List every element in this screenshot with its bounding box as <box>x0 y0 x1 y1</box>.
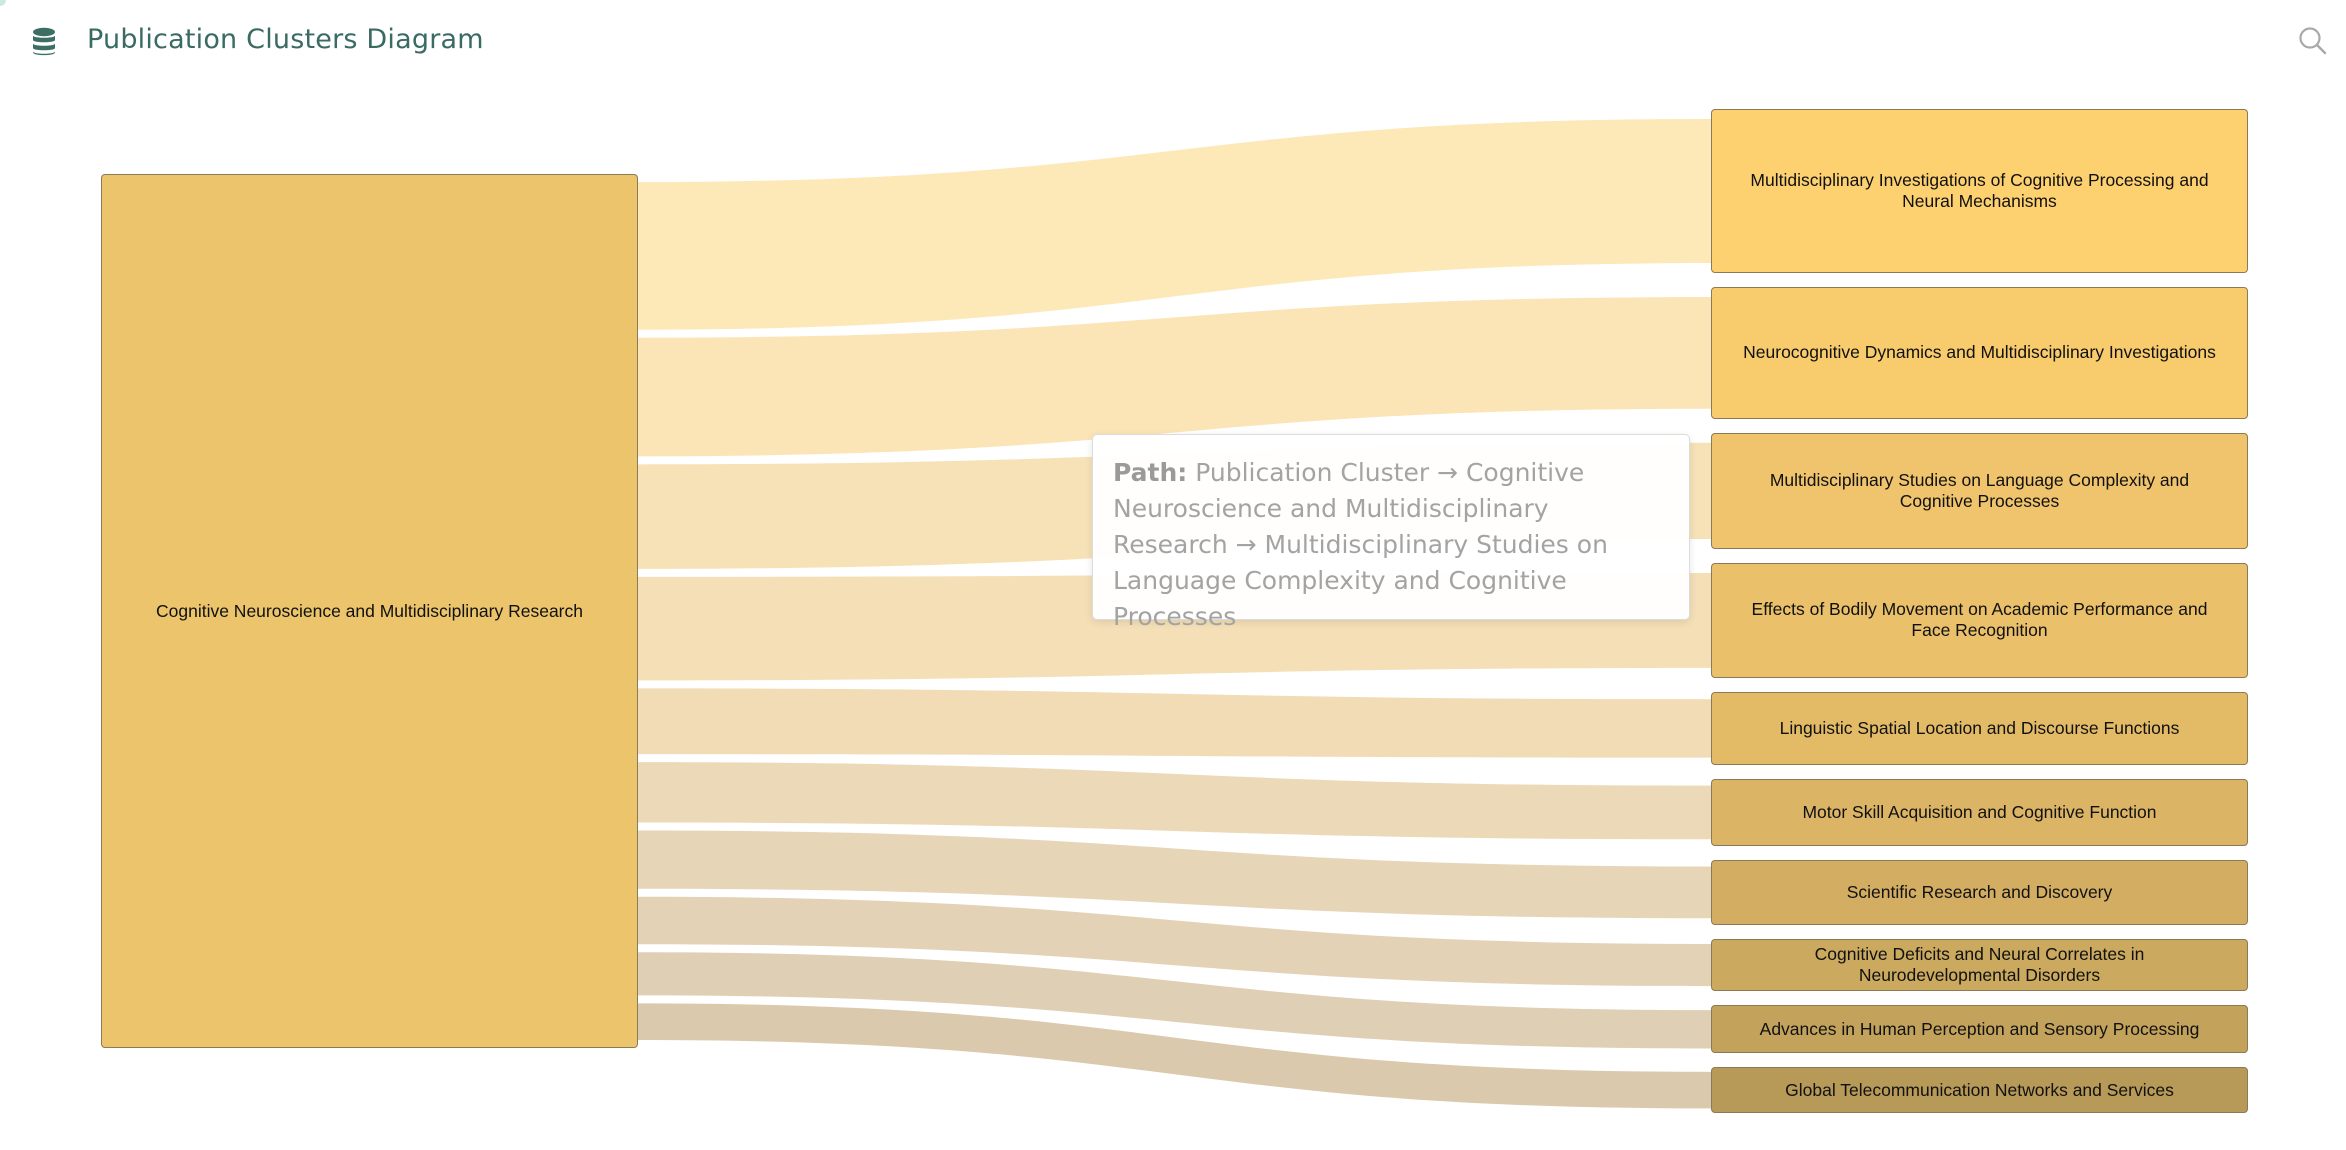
page-title: Publication Clusters Diagram <box>87 24 484 55</box>
sankey-link[interactable] <box>638 119 1711 330</box>
sankey-link[interactable] <box>638 952 1711 1049</box>
sankey-link[interactable] <box>638 297 1711 457</box>
target-node[interactable]: Multidisciplinary Investigations of Cogn… <box>1711 109 2248 274</box>
sankey-link[interactable] <box>638 896 1711 987</box>
target-node[interactable]: Multidisciplinary Studies on Language Co… <box>1711 432 2248 549</box>
target-node[interactable]: Advances in Human Perception and Sensory… <box>1711 1005 2248 1054</box>
database-icon <box>33 27 55 56</box>
target-node[interactable]: Motor Skill Acquisition and Cognitive Fu… <box>1711 778 2248 846</box>
target-node[interactable]: Effects of Bodily Movement on Academic P… <box>1711 562 2248 678</box>
sankey-link[interactable] <box>638 762 1711 840</box>
header: Publication Clusters Diagram <box>0 0 2346 82</box>
target-node[interactable]: Linguistic Spatial Location and Discours… <box>1711 691 2248 765</box>
sankey-link[interactable] <box>638 688 1711 758</box>
corner-accent <box>0 0 6 6</box>
source-node[interactable]: Cognitive Neuroscience and Multidiscipli… <box>101 174 638 1048</box>
search-icon[interactable] <box>2296 24 2330 58</box>
target-node[interactable]: Scientific Research and Discovery <box>1711 860 2248 925</box>
path-tooltip: Path: Publication Cluster → Cognitive Ne… <box>1092 434 1690 631</box>
sankey-link[interactable] <box>638 830 1711 919</box>
tooltip-text: Publication Cluster → Cognitive Neurosci… <box>1113 458 1608 631</box>
target-node[interactable]: Cognitive Deficits and Neural Correlates… <box>1711 938 2248 992</box>
target-node[interactable]: Global Telecommunication Networks and Se… <box>1711 1067 2248 1113</box>
target-node[interactable]: Neurocognitive Dynamics and Multidiscipl… <box>1711 287 2248 419</box>
tooltip-label: Path: <box>1113 458 1188 487</box>
sankey-link[interactable] <box>638 1003 1711 1109</box>
